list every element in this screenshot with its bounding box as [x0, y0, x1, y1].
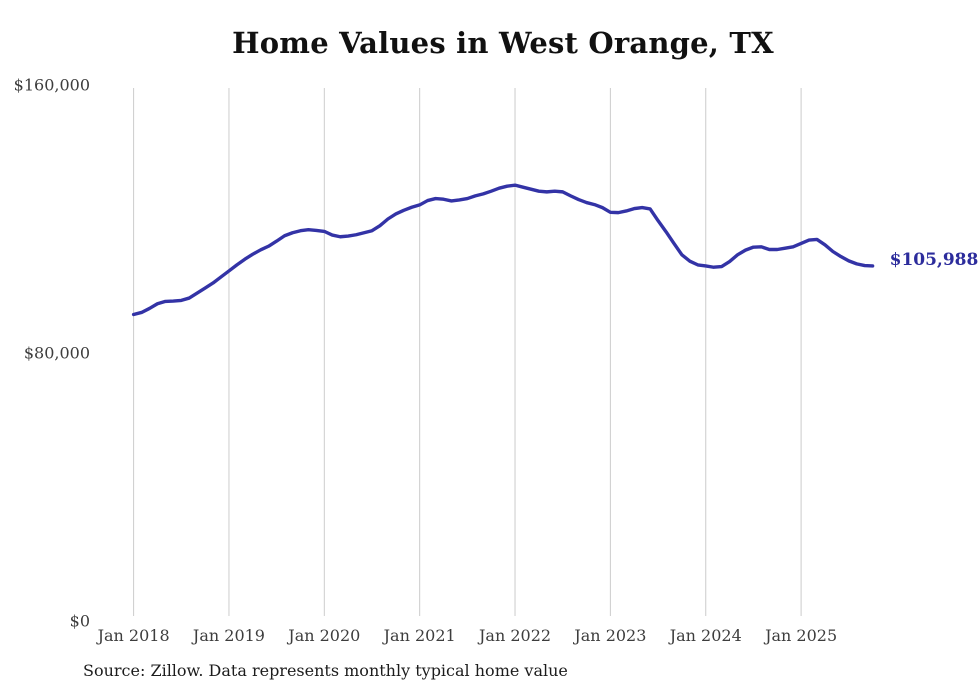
x-tick-label: Jan 2024: [669, 626, 742, 645]
y-tick-label: $80,000: [23, 343, 90, 363]
y-tick-label: $0: [69, 611, 90, 631]
x-tick-label: Jan 2019: [192, 626, 265, 645]
x-tick-label: Jan 2018: [97, 626, 170, 645]
source-note: Source: Zillow. Data represents monthly …: [83, 661, 568, 680]
y-tick-label: $160,000: [13, 75, 90, 95]
chart-title: Home Values in West Orange, TX: [232, 26, 774, 60]
x-tick-label: Jan 2025: [765, 626, 838, 645]
home-value-line: [131, 183, 875, 317]
x-tick-label: Jan 2021: [383, 626, 456, 645]
x-tick-label: Jan 2022: [478, 626, 552, 645]
latest-value-label: $105,988: [889, 249, 979, 270]
x-tick-label: Jan 2020: [288, 626, 361, 645]
x-tick-label: Jan 2023: [574, 626, 647, 645]
